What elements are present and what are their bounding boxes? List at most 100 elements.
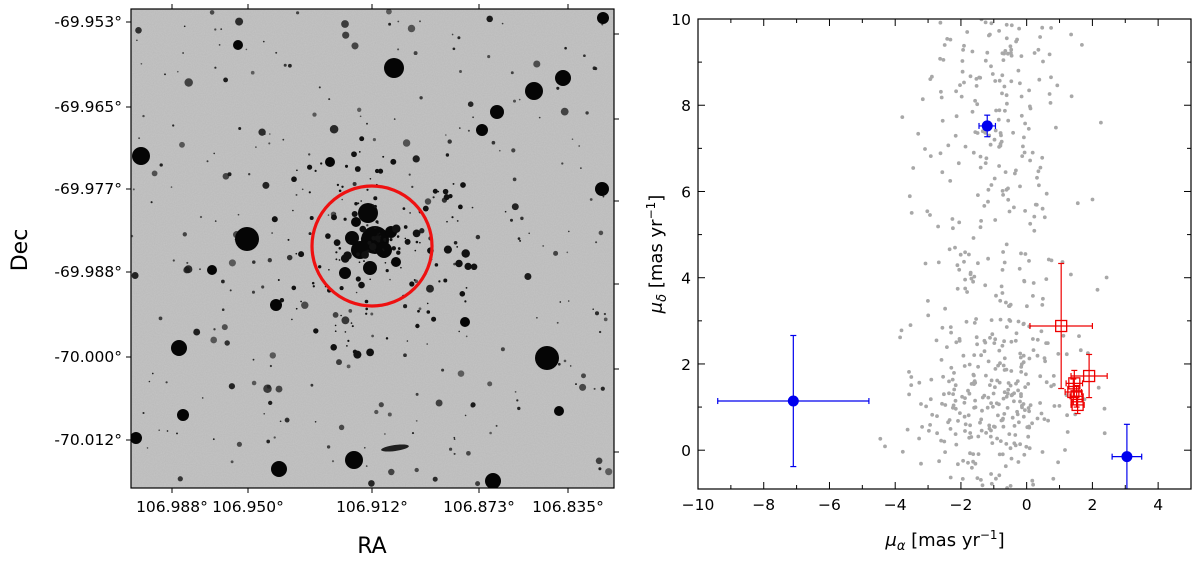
field-star-point bbox=[998, 317, 1003, 322]
field-star-point bbox=[1028, 158, 1032, 163]
field-star-point bbox=[978, 165, 983, 170]
cluster-star bbox=[296, 169, 298, 172]
field-star-point bbox=[965, 30, 970, 34]
field-star-point bbox=[987, 33, 991, 38]
star bbox=[560, 107, 569, 116]
field-star-point bbox=[980, 395, 985, 400]
field-star-point bbox=[1005, 486, 1009, 489]
star bbox=[236, 441, 242, 447]
field-star-point bbox=[1078, 348, 1083, 353]
field-star-point bbox=[919, 461, 923, 466]
star bbox=[464, 414, 467, 417]
star bbox=[453, 241, 458, 245]
star bbox=[595, 241, 598, 244]
field-star-point bbox=[1009, 369, 1014, 373]
star bbox=[301, 188, 304, 191]
field-star-point bbox=[1035, 175, 1039, 180]
field-star-point bbox=[1021, 144, 1025, 149]
cluster-star bbox=[464, 300, 467, 303]
star bbox=[206, 160, 209, 163]
field-star-point bbox=[1037, 77, 1042, 82]
star bbox=[387, 412, 392, 417]
field-star-point bbox=[1008, 484, 1013, 488]
field-star-point bbox=[940, 401, 944, 406]
field-star-point bbox=[948, 179, 953, 183]
field-star-point bbox=[911, 166, 916, 170]
cluster-star bbox=[369, 177, 372, 180]
field-star-point bbox=[997, 108, 1002, 113]
pm-x-tick-label: −6 bbox=[818, 496, 841, 514]
star bbox=[172, 124, 175, 127]
cluster-star bbox=[366, 348, 374, 357]
field-star-point bbox=[909, 211, 914, 215]
field-star-point bbox=[1104, 275, 1109, 280]
field-star-point bbox=[958, 252, 963, 257]
field-star-point bbox=[907, 194, 912, 199]
field-star-point bbox=[988, 383, 992, 387]
field-star-point bbox=[945, 345, 949, 349]
field-star-point bbox=[955, 263, 960, 268]
field-star-point bbox=[1004, 442, 1009, 446]
field-star-point bbox=[1006, 118, 1011, 123]
cluster-star bbox=[341, 185, 344, 188]
field-star-point bbox=[1035, 337, 1040, 342]
field-star-point bbox=[983, 58, 988, 63]
star bbox=[151, 372, 154, 375]
field-star-point bbox=[936, 224, 940, 229]
star bbox=[357, 107, 362, 112]
field-star-point bbox=[1025, 425, 1030, 430]
star bbox=[158, 316, 163, 321]
star bbox=[275, 51, 278, 54]
field-star-point bbox=[991, 404, 995, 409]
field-star-point bbox=[935, 431, 939, 436]
field-star-point bbox=[967, 252, 971, 257]
field-star-point bbox=[963, 429, 967, 433]
cluster-star bbox=[271, 216, 278, 223]
field-star-point bbox=[980, 483, 985, 488]
field-star-point bbox=[991, 391, 996, 396]
star bbox=[419, 228, 425, 234]
field-star-point bbox=[1032, 214, 1037, 219]
star bbox=[351, 42, 359, 50]
sky-x-tick-label: 106.950° bbox=[212, 498, 284, 516]
field-star-point bbox=[1027, 409, 1031, 414]
star bbox=[536, 316, 538, 319]
field-star-point bbox=[971, 150, 976, 155]
field-star-point bbox=[1003, 108, 1007, 113]
field-star-point bbox=[970, 109, 975, 114]
star bbox=[411, 432, 415, 435]
field-star-point bbox=[961, 353, 966, 358]
cluster-star bbox=[432, 188, 438, 194]
field-star-point bbox=[993, 79, 998, 83]
cluster-star bbox=[389, 238, 393, 242]
field-star-point bbox=[1000, 268, 1005, 272]
star bbox=[569, 365, 572, 367]
cluster-star bbox=[328, 268, 330, 271]
field-star-point bbox=[949, 365, 954, 370]
field-star-point bbox=[925, 209, 930, 214]
cluster-star bbox=[391, 246, 397, 251]
field-star-point bbox=[939, 95, 944, 100]
cluster-star bbox=[431, 316, 437, 322]
star bbox=[444, 134, 447, 136]
field-star-point bbox=[940, 325, 945, 330]
pm-x-tick-label: −10 bbox=[682, 496, 715, 514]
field-star-point bbox=[978, 75, 983, 80]
star bbox=[589, 198, 593, 201]
field-star-point bbox=[961, 48, 965, 52]
field-star-point bbox=[924, 404, 928, 409]
field-star-point bbox=[946, 143, 951, 148]
field-star-point bbox=[1001, 193, 1005, 197]
field-star-point bbox=[954, 442, 959, 447]
field-star-point bbox=[1019, 54, 1024, 58]
field-star-point bbox=[1004, 187, 1009, 192]
star bbox=[364, 447, 366, 449]
field-star-point bbox=[900, 115, 905, 119]
sky-y-tick-label: -70.012° bbox=[54, 431, 122, 449]
field-star-point bbox=[1004, 93, 1009, 98]
cluster-star bbox=[343, 217, 347, 221]
field-star-point bbox=[996, 413, 1000, 418]
star bbox=[561, 162, 564, 165]
field-star-point bbox=[953, 432, 958, 436]
cluster-star bbox=[383, 237, 387, 242]
